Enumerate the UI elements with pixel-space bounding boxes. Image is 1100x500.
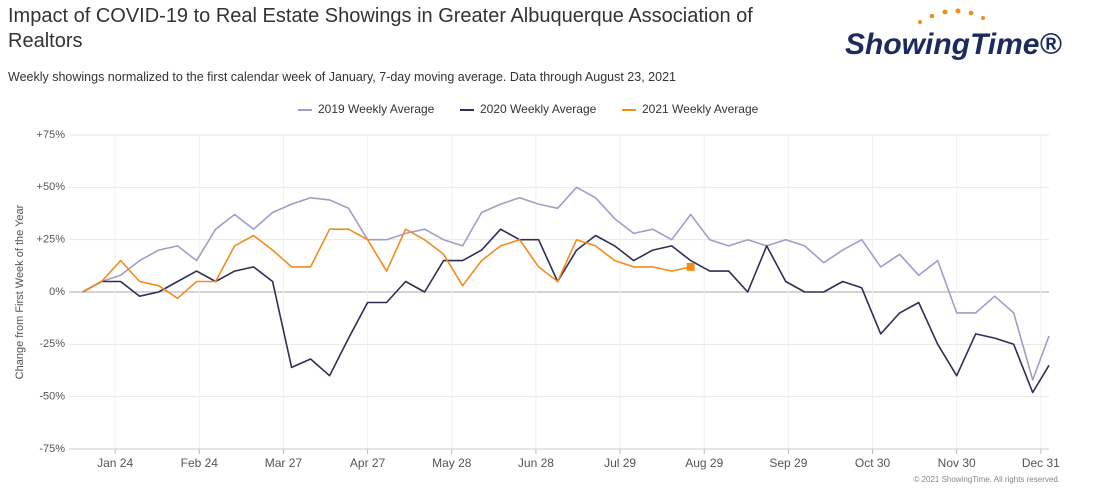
x-tick-label: Aug 29 bbox=[685, 456, 723, 470]
y-axis-label: Change from First Week of the Year bbox=[14, 204, 26, 379]
logo-dots bbox=[918, 8, 985, 24]
y-tick-label: +50% bbox=[37, 181, 66, 193]
legend-label: 2021 Weekly Average bbox=[642, 102, 759, 116]
x-tick-label: Jul 29 bbox=[604, 456, 636, 470]
end-marker bbox=[686, 262, 695, 271]
x-tick-label: Feb 24 bbox=[181, 456, 219, 470]
y-tick-label: -75% bbox=[39, 443, 65, 455]
y-tick-label: +75% bbox=[37, 129, 66, 141]
y-tick-label: +25% bbox=[37, 234, 66, 246]
legend-label: 2019 Weekly Average bbox=[318, 102, 435, 116]
series-line bbox=[82, 228, 1050, 394]
x-tick-label: Dec 31 bbox=[1022, 456, 1060, 470]
y-tick-label: -50% bbox=[39, 391, 65, 403]
y-tick-label: 0% bbox=[49, 286, 65, 298]
x-tick-label: Mar 27 bbox=[265, 456, 303, 470]
x-tick-label: Sep 29 bbox=[769, 456, 807, 470]
logo: ShowingTime® bbox=[845, 28, 1062, 61]
x-tick-label: Jan 24 bbox=[97, 456, 133, 470]
legend-label: 2020 Weekly Average bbox=[480, 102, 597, 116]
x-tick-label: Apr 27 bbox=[350, 456, 386, 470]
footer: © 2021 ShowingTime. All rights reserved. bbox=[913, 475, 1060, 484]
chart-subtitle: Weekly showings normalized to the first … bbox=[8, 70, 676, 84]
x-tick-label: Oct 30 bbox=[855, 456, 891, 470]
x-tick-label: Jun 28 bbox=[518, 456, 554, 470]
x-tick-label: Nov 30 bbox=[938, 456, 976, 470]
series-line bbox=[82, 186, 1050, 381]
chart-title: Impact of COVID-19 to Real Estate Showin… bbox=[8, 5, 753, 52]
series-line bbox=[82, 228, 691, 300]
y-tick-label: -25% bbox=[39, 338, 65, 350]
x-tick-label: May 28 bbox=[432, 456, 472, 470]
